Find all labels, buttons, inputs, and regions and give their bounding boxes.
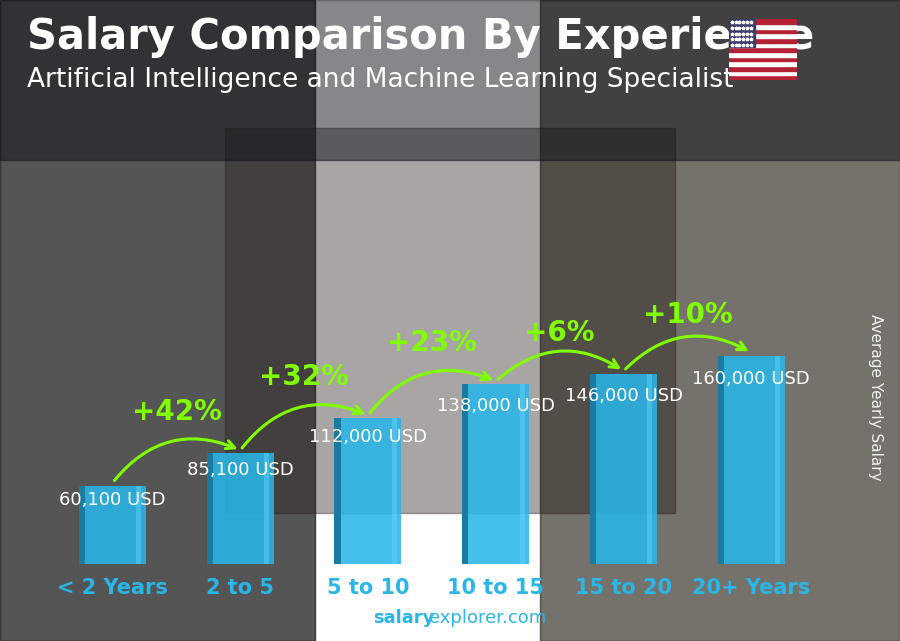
Bar	[729, 62, 796, 66]
Bar	[79, 486, 146, 564]
Bar	[540, 0, 900, 641]
Text: explorer.com: explorer.com	[429, 609, 546, 627]
Bar	[392, 418, 397, 564]
Bar	[334, 418, 341, 564]
Text: Average Yearly Salary: Average Yearly Salary	[868, 314, 884, 481]
Text: 138,000 USD: 138,000 USD	[436, 397, 555, 415]
Text: 112,000 USD: 112,000 USD	[309, 428, 428, 447]
Bar	[729, 52, 796, 56]
Bar	[729, 29, 796, 33]
Text: +23%: +23%	[387, 329, 477, 357]
Bar	[225, 128, 675, 513]
Bar	[729, 24, 796, 29]
Bar	[729, 47, 796, 52]
Bar	[206, 453, 213, 564]
Text: +10%: +10%	[643, 301, 733, 329]
Bar	[729, 33, 796, 38]
Text: 146,000 USD: 146,000 USD	[564, 387, 682, 405]
Bar	[718, 356, 785, 564]
Bar	[0, 0, 315, 641]
Text: 160,000 USD: 160,000 USD	[692, 370, 810, 388]
Text: +32%: +32%	[259, 363, 349, 391]
Text: salary: salary	[374, 609, 435, 627]
Bar	[729, 38, 796, 43]
Bar	[519, 385, 525, 564]
Text: +6%: +6%	[525, 319, 595, 347]
Text: 85,100 USD: 85,100 USD	[187, 461, 293, 479]
Bar	[729, 76, 796, 80]
Bar	[136, 486, 141, 564]
Bar	[207, 453, 274, 564]
Text: Salary Comparison By Experience: Salary Comparison By Experience	[27, 16, 814, 58]
Bar	[335, 418, 401, 564]
Bar	[775, 356, 780, 564]
Bar	[729, 19, 796, 24]
Bar	[463, 385, 529, 564]
Bar	[0, 0, 900, 160]
Bar	[729, 66, 796, 71]
Text: Artificial Intelligence and Machine Learning Specialist: Artificial Intelligence and Machine Lear…	[27, 67, 733, 94]
Bar	[264, 453, 269, 564]
Text: 60,100 USD: 60,100 USD	[59, 491, 166, 510]
Bar	[79, 486, 86, 564]
Text: +42%: +42%	[131, 398, 221, 426]
Bar	[729, 43, 796, 47]
Bar	[647, 374, 652, 564]
Bar	[462, 385, 468, 564]
Bar	[590, 374, 657, 564]
Bar	[729, 56, 796, 62]
Bar	[590, 374, 596, 564]
Bar	[729, 71, 796, 76]
Bar	[729, 19, 754, 47]
Bar	[717, 356, 724, 564]
